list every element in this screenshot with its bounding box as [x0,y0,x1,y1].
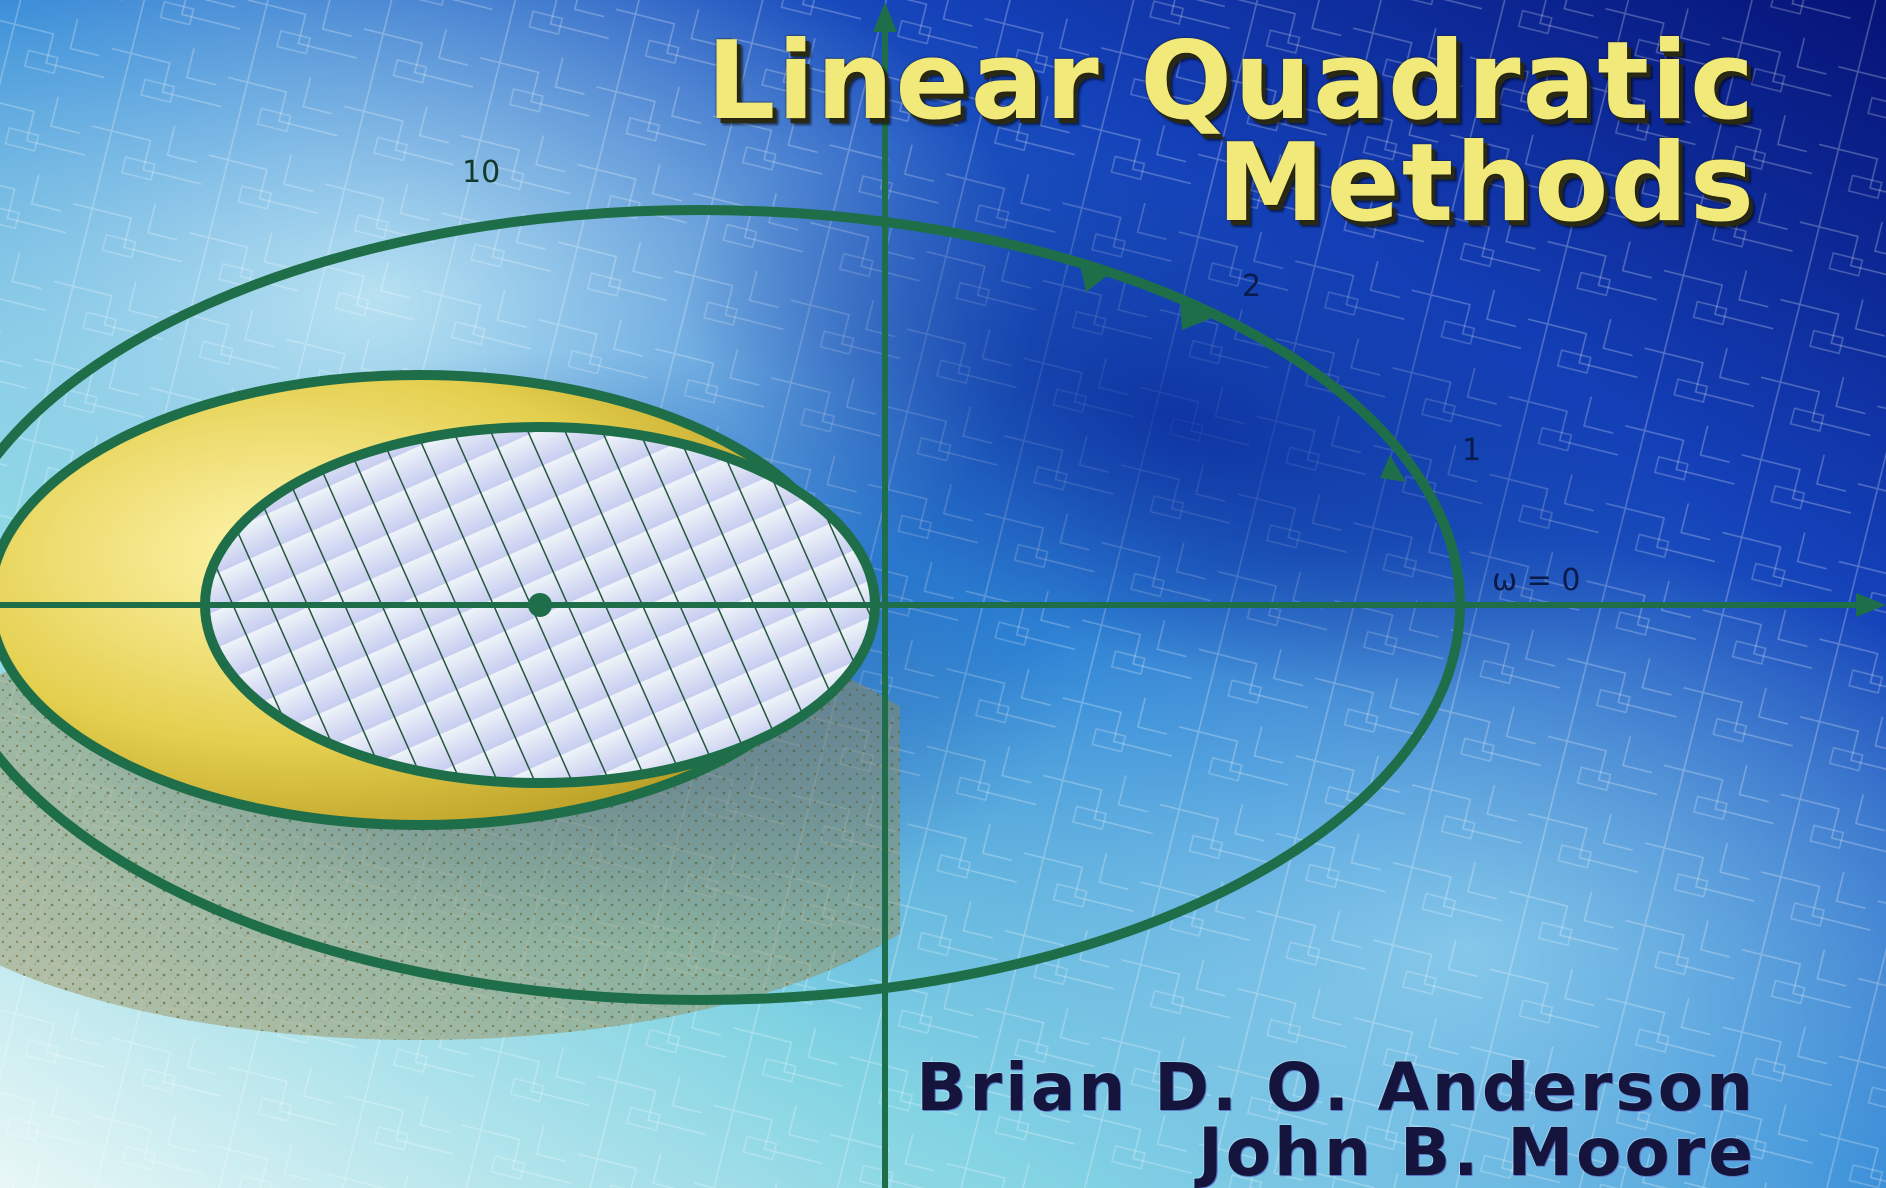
book-title-line-1: Linear Quadratic [706,19,1756,144]
author-name-2: John B. Moore [1198,1114,1756,1188]
book-title-line-2: Methods [1216,121,1756,246]
author-name-1: Brian D. O. Anderson [916,1049,1756,1126]
